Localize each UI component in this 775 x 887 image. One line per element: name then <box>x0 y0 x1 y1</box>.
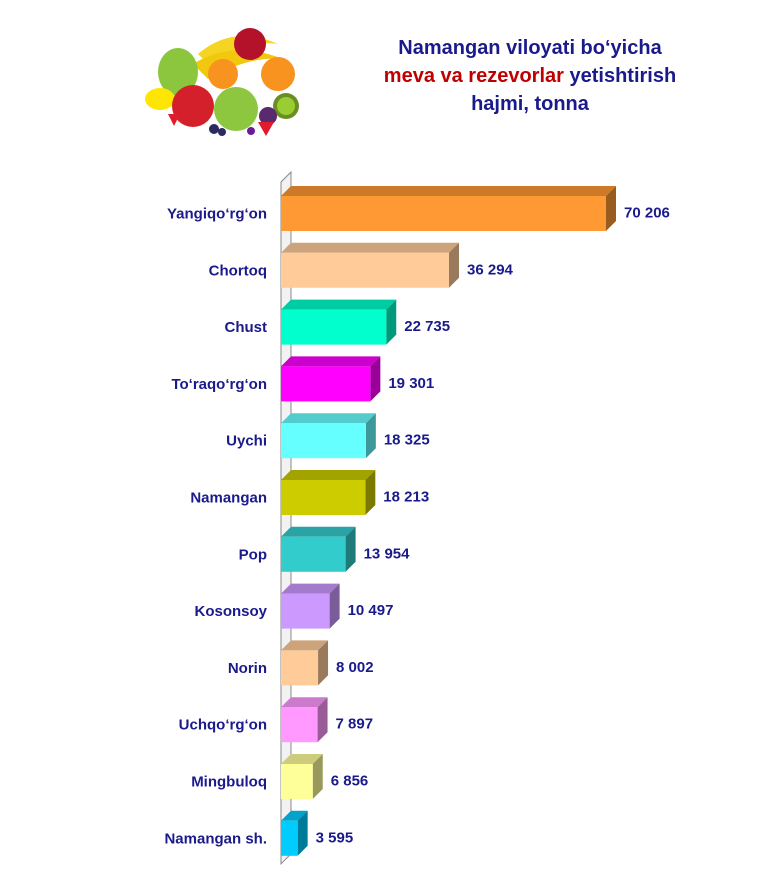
bar-3 <box>281 309 387 345</box>
bar-3-top <box>281 299 397 310</box>
bar-11-side <box>312 754 323 799</box>
bar-8-top <box>281 583 340 594</box>
bar-7-top <box>281 526 356 537</box>
bar-5 <box>281 423 366 459</box>
bar-2-top <box>281 242 460 253</box>
title-line-2: meva va rezevorlar yetishtirish <box>340 62 720 90</box>
fruit-basket-icon <box>145 28 299 136</box>
category-label: Pop <box>239 546 267 563</box>
bar-1-top <box>281 186 616 196</box>
bar-5-side <box>365 413 376 459</box>
value-label: 18 213 <box>383 489 429 506</box>
bar-12-side <box>297 810 308 856</box>
value-label: 36 294 <box>467 261 514 278</box>
bar-3-side <box>386 299 397 345</box>
bar-9 <box>281 650 319 686</box>
bar-10 <box>281 707 318 743</box>
fruit-basket-image <box>138 14 308 139</box>
value-label: 7 897 <box>336 716 374 733</box>
bar-5-top <box>281 413 376 424</box>
category-label: To‘raqo‘rg‘on <box>171 376 267 393</box>
title-line-1: Namangan viloyati bo‘yicha <box>398 37 662 59</box>
bar-6 <box>281 480 366 515</box>
bar-12-top <box>281 810 308 821</box>
value-label: 6 856 <box>331 773 369 790</box>
value-label: 3 595 <box>316 829 354 846</box>
bar-12 <box>281 820 298 856</box>
value-label: 19 301 <box>388 375 434 392</box>
category-label: Namangan <box>190 490 267 507</box>
bar-1 <box>281 196 606 231</box>
bar-2 <box>281 252 450 288</box>
bar-4-top <box>281 356 381 367</box>
bar-6-side <box>365 470 376 515</box>
bar-6-top <box>281 470 376 480</box>
value-label: 8 002 <box>336 659 374 676</box>
title-highlight: meva va rezevorlar <box>383 65 564 87</box>
bar-10-side <box>317 697 328 743</box>
bar-10-top <box>281 697 328 708</box>
bar-4 <box>281 366 371 402</box>
bar-4-side <box>370 356 381 402</box>
category-label: Namangan sh. <box>164 830 267 847</box>
bar-8-side <box>329 583 340 629</box>
category-label: Chust <box>225 319 268 336</box>
value-label: 13 954 <box>364 545 411 562</box>
value-label: 18 325 <box>384 432 430 449</box>
category-label: Norin <box>228 660 267 677</box>
bar-2-side <box>449 242 460 288</box>
value-label: 70 206 <box>624 205 670 222</box>
bar-7-side <box>345 526 356 572</box>
category-label: Uychi <box>226 433 267 450</box>
value-label: 22 735 <box>404 318 450 335</box>
chart-title: Namangan viloyati bo‘yicha meva va rezev… <box>340 34 720 118</box>
bar-9-side <box>318 640 329 686</box>
category-label: Chortoq <box>209 262 267 279</box>
bar-7 <box>281 536 346 572</box>
bar-9-top <box>281 640 329 651</box>
title-line-3: hajmi, tonna <box>471 93 589 115</box>
bar-11 <box>281 764 313 799</box>
category-label: Kosonsoy <box>194 603 267 620</box>
bar-1-side <box>606 186 616 231</box>
value-label: 10 497 <box>348 602 394 619</box>
bar-8 <box>281 593 330 629</box>
category-label: Uchqo‘rg‘on <box>179 717 267 734</box>
bar-11-top <box>281 754 323 764</box>
title-line-2-rest: yetishtirish <box>563 65 677 87</box>
category-label: Mingbuloq <box>191 774 267 791</box>
category-label: Yangiqo‘rg‘on <box>167 206 267 223</box>
